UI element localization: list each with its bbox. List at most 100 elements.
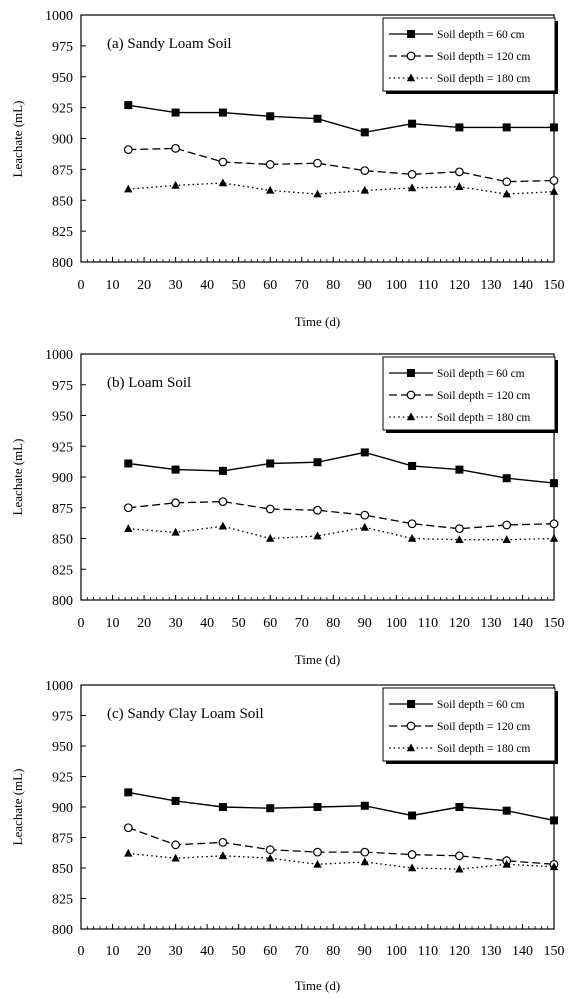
data-point-triangle: [549, 862, 559, 871]
x-axis-title: Time (d): [295, 652, 340, 667]
data-point-square: [407, 700, 415, 708]
x-tick-label: 50: [232, 278, 246, 293]
y-tick-label: 925: [52, 102, 73, 117]
panel-title: (c) Sandy Clay Loam Soil: [107, 706, 264, 722]
y-tick-label: 950: [52, 410, 73, 425]
x-tick-label: 60: [263, 278, 277, 293]
data-point-triangle: [549, 187, 559, 195]
data-point-triangle: [124, 184, 133, 193]
legend-label: Soil depth = 120 cm: [437, 390, 530, 402]
x-tick-label: 50: [232, 944, 246, 959]
legend: Soil depth = 60 cm Soil depth = 120 cm Soi…: [382, 17, 558, 94]
x-tick-label: 120: [449, 616, 470, 631]
y-tick-label: 875: [52, 832, 73, 847]
x-axis-title: Time (d): [295, 978, 340, 993]
data-point-triangle: [455, 864, 464, 873]
data-point-circle: [407, 169, 417, 179]
y-tick-label: 900: [52, 801, 73, 816]
series-2: [123, 823, 559, 869]
data-point-triangle: [502, 535, 511, 544]
y-tick-label: 1000: [45, 679, 73, 694]
y-tick-label: 800: [52, 923, 73, 938]
data-point-triangle: [266, 534, 275, 542]
data-point-triangle: [218, 851, 228, 860]
data-point-circle: [313, 158, 322, 168]
legend: Soil depth = 60 cm Soil depth = 120 cm Soi…: [382, 687, 558, 764]
data-point-triangle: [313, 859, 322, 868]
x-tick-label: 80: [326, 616, 340, 631]
data-point-square: [266, 459, 275, 468]
data-point-circle: [123, 823, 133, 833]
data-point-square: [455, 123, 464, 132]
data-point-triangle: [124, 848, 133, 857]
y-tick-label: 925: [52, 771, 73, 786]
data-point-circle: [360, 847, 370, 857]
legend-label: Soil depth = 180 cm: [437, 412, 530, 424]
data-point-square: [171, 108, 180, 117]
legend-label: Soil depth = 60 cm: [437, 699, 525, 711]
series-line: [128, 852, 555, 870]
x-tick-label: 140: [512, 616, 533, 631]
data-point-square: [550, 816, 558, 825]
y-tick-label: 825: [52, 563, 73, 578]
series-2: [123, 497, 559, 534]
x-tick-label: 30: [169, 616, 183, 631]
x-tick-label: 130: [480, 616, 501, 631]
data-point-square: [550, 479, 558, 488]
x-tick-label: 110: [418, 944, 438, 959]
data-point-circle: [123, 145, 133, 155]
legend: Soil depth = 60 cm Soil depth = 120 cm Soi…: [382, 356, 558, 433]
x-tick-label: 20: [137, 616, 151, 631]
y-tick-label: 975: [52, 379, 73, 394]
data-point-circle: [406, 721, 416, 731]
data-point-circle: [265, 160, 275, 169]
x-tick-label: 0: [78, 616, 85, 631]
legend-label: Soil depth = 180 cm: [437, 743, 530, 755]
x-tick-label: 60: [263, 944, 277, 959]
x-tick-label: 70: [295, 944, 309, 959]
data-point-circle: [406, 51, 416, 61]
series-line: [128, 104, 554, 134]
data-point-circle: [406, 390, 416, 400]
y-axis-title: Leachate (mL): [10, 101, 25, 178]
x-tick-label: 50: [232, 616, 246, 631]
data-point-triangle: [502, 859, 511, 868]
data-point-square: [502, 806, 511, 815]
x-tick-label: 40: [200, 944, 214, 959]
series-3: [124, 178, 559, 198]
data-point-triangle: [360, 857, 369, 866]
x-tick-label: 100: [386, 944, 407, 959]
data-point-circle: [455, 524, 464, 534]
series-line: [128, 182, 555, 195]
y-tick-label: 975: [52, 40, 73, 55]
series-3: [124, 521, 559, 544]
data-point-triangle: [218, 178, 228, 187]
data-point-triangle: [406, 743, 416, 752]
x-tick-label: 100: [386, 616, 407, 631]
data-point-triangle: [455, 182, 464, 190]
x-tick-label: 80: [326, 944, 340, 959]
x-tick-label: 140: [512, 278, 533, 293]
data-point-triangle: [549, 534, 559, 542]
y-tick-label: 900: [52, 133, 73, 148]
x-tick-label: 110: [418, 616, 438, 631]
data-point-square: [502, 474, 511, 483]
data-point-square: [124, 101, 133, 110]
data-point-circle: [171, 143, 181, 153]
y-tick-label: 975: [52, 710, 73, 725]
x-tick-label: 10: [106, 944, 120, 959]
data-point-circle: [407, 850, 417, 859]
data-point-triangle: [407, 863, 417, 872]
y-tick-label: 875: [52, 502, 73, 517]
x-tick-label: 120: [449, 278, 470, 293]
data-point-circle: [123, 503, 133, 513]
data-point-square: [171, 465, 180, 474]
y-tick-label: 800: [52, 256, 73, 271]
data-point-circle: [313, 505, 322, 515]
y-tick-label: 850: [52, 533, 73, 548]
x-tick-label: 30: [169, 278, 183, 293]
chart-panel-a: 800 825 850 875 900 925 950 975 1000 0 10 20 30 40 50 6…: [10, 9, 565, 329]
y-tick-label: 1000: [45, 348, 73, 363]
data-point-square: [124, 788, 133, 797]
x-tick-label: 110: [418, 278, 438, 293]
